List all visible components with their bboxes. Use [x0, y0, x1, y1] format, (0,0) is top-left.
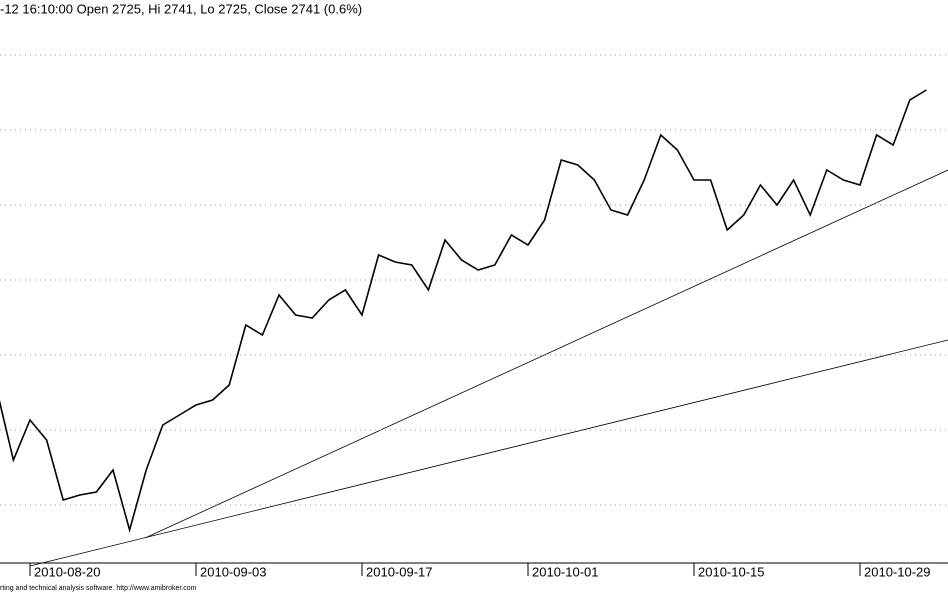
chart-title: -12 16:10:00 Open 2725, Hi 2741, Lo 2725…: [0, 1, 362, 16]
x-tick-label: 2010-10-15: [698, 564, 765, 579]
x-tick-label: 2010-08-20: [34, 564, 101, 579]
x-tick-label: 2010-09-17: [366, 564, 433, 579]
x-tick-label: 2010-10-29: [864, 564, 931, 579]
trend-line: [144, 169, 948, 539]
x-tick-label: 2010-09-03: [200, 564, 267, 579]
price-line: [0, 89, 927, 534]
footer: rting and technical analysis software. h…: [0, 585, 197, 592]
trend-line: [29, 339, 948, 567]
x-tick-label: 2010-10-01: [532, 564, 599, 579]
